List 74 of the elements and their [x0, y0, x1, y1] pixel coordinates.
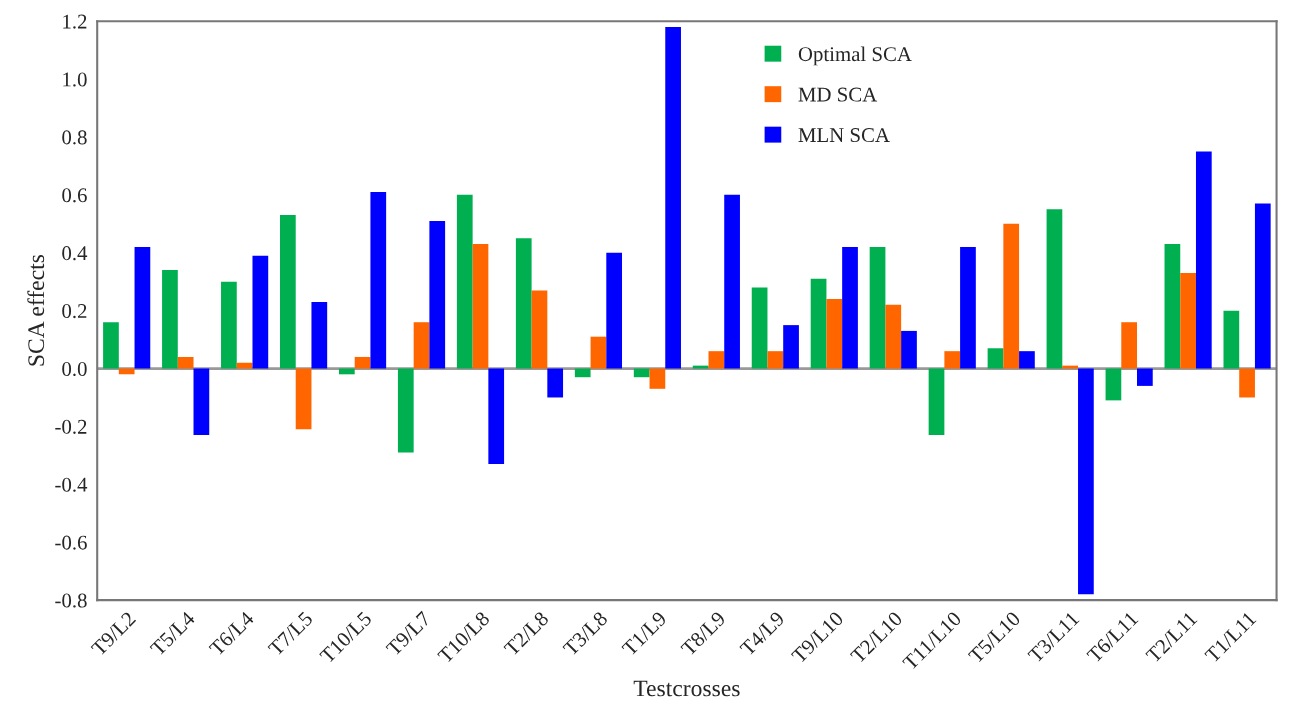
bar	[1223, 310, 1240, 369]
bar	[960, 246, 976, 369]
y-tick-label: -0.6	[55, 535, 87, 550]
bar	[515, 238, 532, 369]
bar	[397, 368, 414, 453]
bar	[370, 191, 387, 369]
bar	[692, 365, 709, 369]
bar	[472, 244, 489, 369]
bar	[103, 322, 119, 369]
bar	[1078, 368, 1094, 595]
bar	[252, 255, 269, 369]
bar	[590, 336, 607, 369]
y-tick-label: 0.6	[62, 188, 87, 203]
bar	[665, 26, 681, 369]
bar	[708, 351, 725, 369]
bar	[1003, 223, 1020, 369]
y-tick-label: 0.0	[62, 361, 87, 377]
bar	[826, 299, 843, 369]
bar	[901, 330, 917, 369]
legend-label: Optimal SCA	[798, 46, 912, 66]
bar	[295, 368, 312, 430]
bar	[488, 368, 505, 465]
bar	[1046, 209, 1063, 369]
y-tick-label: -0.2	[55, 419, 87, 434]
bar	[869, 246, 886, 369]
bar	[724, 194, 740, 369]
bar	[751, 287, 768, 369]
bar	[1180, 273, 1196, 369]
bar	[354, 356, 371, 369]
bar	[1019, 351, 1035, 369]
bar	[1195, 151, 1212, 369]
bar	[1105, 368, 1122, 401]
bar	[649, 368, 666, 389]
bar	[928, 368, 945, 436]
bar	[810, 278, 827, 369]
bar	[633, 368, 650, 378]
bar	[177, 356, 194, 369]
y-tick-label: 0.2	[62, 304, 87, 319]
legend-label: MLN SCA	[798, 128, 890, 143]
y-tick-label: 1.2	[63, 14, 87, 29]
bar	[162, 270, 178, 369]
y-tick-label: 0.4	[62, 246, 88, 261]
bar	[1164, 244, 1181, 369]
bar	[456, 194, 473, 369]
bar	[531, 290, 548, 369]
bar	[944, 351, 961, 369]
bar	[429, 220, 446, 369]
bar	[987, 348, 1004, 369]
bar	[1062, 365, 1079, 369]
bar	[236, 362, 253, 369]
bar	[547, 368, 564, 398]
y-tick-label: -0.4	[55, 477, 88, 492]
bar	[574, 368, 591, 378]
legend-label: MD SCA	[798, 87, 878, 102]
bar	[413, 322, 430, 369]
bar	[885, 304, 902, 369]
bar	[311, 301, 328, 369]
bar	[1137, 368, 1153, 386]
bar	[280, 215, 296, 369]
bar	[783, 325, 799, 369]
bar	[767, 351, 784, 369]
bar	[193, 368, 210, 436]
bar	[134, 246, 151, 369]
bar	[842, 246, 858, 369]
y-tick-label: -0.8	[55, 593, 87, 608]
bar	[1121, 322, 1137, 369]
y-axis-title: SCA effects	[27, 254, 45, 366]
y-tick-label: 1.0	[63, 72, 87, 87]
y-tick-label: 0.8	[62, 130, 87, 145]
bar	[1254, 203, 1271, 369]
bar	[221, 281, 237, 369]
bar	[606, 252, 623, 369]
bar	[1239, 368, 1255, 398]
x-axis-title: Testcrosses	[633, 680, 740, 697]
